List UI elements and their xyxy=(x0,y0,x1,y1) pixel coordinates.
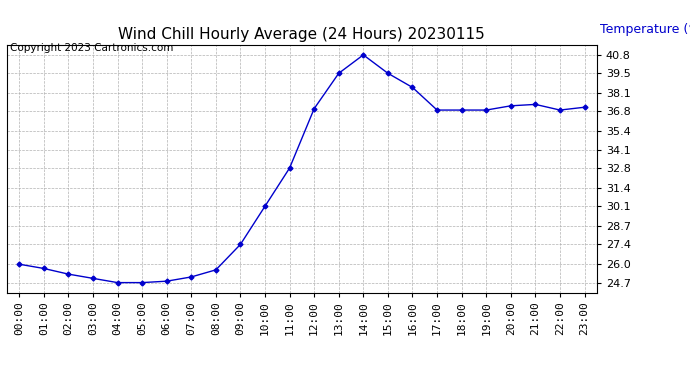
Text: Copyright 2023 Cartronics.com: Copyright 2023 Cartronics.com xyxy=(10,43,174,53)
Text: Temperature (°F): Temperature (°F) xyxy=(600,22,690,36)
Title: Wind Chill Hourly Average (24 Hours) 20230115: Wind Chill Hourly Average (24 Hours) 202… xyxy=(119,27,485,42)
